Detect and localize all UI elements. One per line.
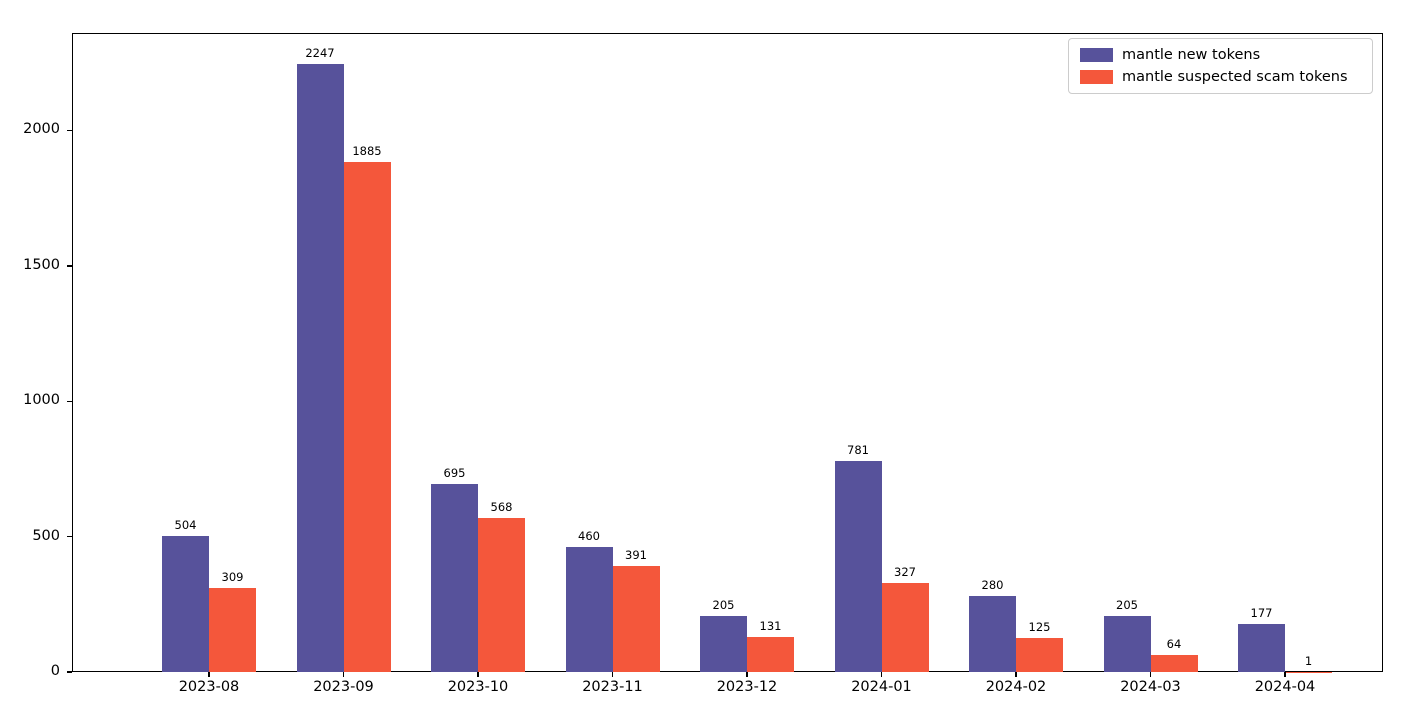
- bar-value-label: 309: [221, 570, 244, 585]
- x-tick-mark: [208, 672, 210, 677]
- bar-value-label: 695: [443, 465, 466, 480]
- x-tick-mark: [1284, 672, 1286, 677]
- bar-scam-tokens-2024-01: [881, 583, 929, 672]
- bar-new-tokens-2024-03: [1103, 616, 1151, 672]
- bar-value-label: 2247: [305, 45, 335, 60]
- x-tick-mark: [1015, 672, 1017, 677]
- legend: mantle new tokens mantle suspected scam t…: [1068, 38, 1373, 94]
- bar-scam-tokens-2023-09: [343, 161, 391, 672]
- bar-scam-tokens-2023-11: [612, 566, 660, 672]
- bar-scam-tokens-2024-02: [1016, 638, 1063, 672]
- x-tick-label-2024-04: 2024-04: [1254, 679, 1316, 695]
- bar-scam-tokens-2023-12: [747, 636, 794, 672]
- x-tick-label-2024-02: 2024-02: [985, 679, 1047, 695]
- legend-label: mantle suspected scam tokens: [1122, 69, 1348, 85]
- bar-value-label: 327: [894, 565, 916, 580]
- bar-new-tokens-2024-01: [834, 460, 882, 672]
- bar-value-label: 205: [1116, 598, 1138, 613]
- plot-area: [72, 33, 1383, 672]
- x-tick-mark: [342, 672, 345, 677]
- x-tick-mark: [746, 672, 748, 677]
- bar-value-label: 177: [1250, 606, 1273, 621]
- bar-value-label: 391: [625, 548, 647, 563]
- y-tick-label-1500: 1500: [23, 256, 60, 273]
- x-tick-mark: [880, 672, 883, 677]
- legend-label: mantle new tokens: [1122, 47, 1261, 63]
- y-tick-mark: [66, 535, 72, 538]
- y-tick-mark: [66, 265, 72, 267]
- bar-scam-tokens-2023-08: [209, 588, 256, 672]
- x-tick-label-2023-08: 2023-08: [178, 679, 240, 695]
- bar-value-label: 568: [490, 500, 513, 515]
- y-tick-label-2000: 2000: [23, 121, 60, 138]
- bar-value-label: 205: [712, 598, 735, 613]
- bar-value-label: 460: [578, 529, 600, 544]
- bar-new-tokens-2023-10: [431, 483, 478, 672]
- bar-new-tokens-2023-11: [565, 547, 613, 672]
- bar-value-label: 64: [1166, 636, 1182, 651]
- x-tick-mark: [611, 672, 614, 677]
- legend-swatch-icon: [1080, 70, 1113, 84]
- x-tick-label-2023-12: 2023-12: [716, 679, 778, 695]
- bar-scam-tokens-2024-03: [1150, 654, 1198, 672]
- x-tick-mark: [477, 672, 479, 677]
- bar-scam-tokens-2023-10: [478, 518, 525, 672]
- x-tick-mark: [1149, 672, 1152, 677]
- bar-value-label: 280: [981, 578, 1004, 593]
- y-tick-label-1000: 1000: [23, 392, 60, 409]
- bar-new-tokens-2023-09: [296, 63, 344, 672]
- bar-value-label: 131: [759, 618, 782, 633]
- bar-value-label: 125: [1028, 620, 1051, 635]
- x-tick-label-2023-09: 2023-09: [313, 679, 374, 695]
- bar-new-tokens-2023-12: [700, 616, 747, 672]
- y-tick-label-0: 0: [50, 663, 60, 679]
- x-tick-label-2023-11: 2023-11: [582, 679, 643, 695]
- bar-value-label: 781: [847, 442, 869, 457]
- y-tick-mark: [66, 129, 72, 132]
- y-tick-mark: [66, 671, 72, 673]
- x-tick-label-2024-01: 2024-01: [851, 679, 912, 695]
- bar-new-tokens-2024-02: [969, 596, 1016, 672]
- bar-new-tokens-2023-08: [162, 535, 209, 672]
- legend-item-new-tokens: mantle new tokens: [1080, 47, 1362, 63]
- bar-value-label: 1885: [352, 143, 382, 158]
- bar-value-label: 1: [1304, 653, 1313, 668]
- bar-new-tokens-2024-04: [1238, 624, 1285, 672]
- y-tick-mark: [66, 400, 72, 402]
- x-tick-label-2024-03: 2024-03: [1120, 679, 1181, 695]
- legend-item-scam-tokens: mantle suspected scam tokens: [1080, 69, 1362, 85]
- legend-swatch-icon: [1080, 48, 1113, 62]
- x-tick-label-2023-10: 2023-10: [447, 679, 509, 695]
- bar-value-label: 504: [174, 517, 197, 532]
- y-tick-label-500: 500: [32, 527, 60, 544]
